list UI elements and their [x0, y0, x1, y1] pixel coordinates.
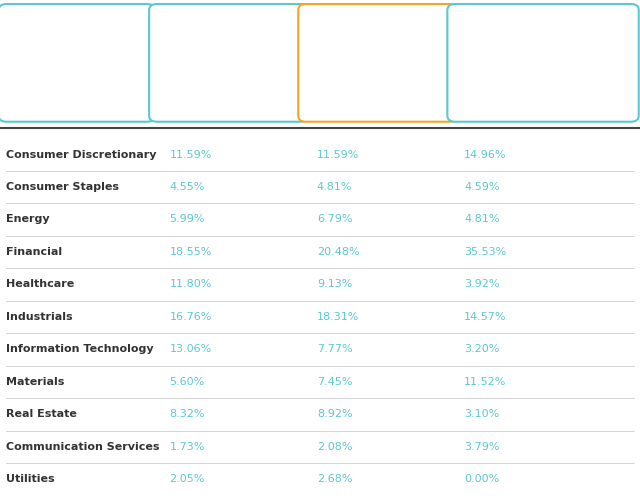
Text: XSVM: XSVM	[463, 90, 496, 103]
Text: 5.99%: 5.99%	[170, 214, 205, 224]
Text: 14.57%: 14.57%	[464, 312, 506, 322]
Text: 4.81%: 4.81%	[317, 182, 352, 192]
Text: SLY: SLY	[164, 90, 184, 103]
Text: Information Technology: Information Technology	[6, 345, 154, 354]
Text: ✓: ✓	[283, 19, 293, 32]
Text: 35.53%: 35.53%	[464, 247, 506, 257]
Text: 3.10%: 3.10%	[464, 409, 499, 420]
Text: Healthcare: Healthcare	[6, 280, 75, 289]
Text: 11.59%: 11.59%	[170, 149, 212, 159]
Text: Communication Services: Communication Services	[6, 442, 160, 452]
Text: 2.08%: 2.08%	[317, 442, 352, 452]
Text: 2.05%: 2.05%	[170, 474, 205, 484]
Text: 20.48%: 20.48%	[317, 247, 360, 257]
Text: 8.92%: 8.92%	[317, 409, 353, 420]
Text: 6.79%: 6.79%	[317, 214, 352, 224]
Text: 1.73%: 1.73%	[170, 442, 205, 452]
Text: Financial: Financial	[6, 247, 63, 257]
Text: 7.77%: 7.77%	[317, 345, 353, 354]
Text: +: +	[67, 38, 86, 58]
Text: 11.52%: 11.52%	[464, 377, 506, 387]
Text: 11.59%: 11.59%	[317, 149, 359, 159]
Text: Energy: Energy	[6, 214, 50, 224]
Text: 8.32%: 8.32%	[170, 409, 205, 420]
Text: 5.60%: 5.60%	[170, 377, 205, 387]
Text: Consumer Discretionary: Consumer Discretionary	[6, 149, 157, 159]
Text: IJS: IJS	[314, 90, 328, 103]
Text: SPDR® S&P 600 Small
Cap ETF: SPDR® S&P 600 Small Cap ETF	[164, 19, 282, 42]
Text: 3.92%: 3.92%	[464, 280, 499, 289]
Text: Consumer Staples: Consumer Staples	[6, 182, 120, 192]
Text: 4.81%: 4.81%	[464, 214, 499, 224]
Text: 2.68%: 2.68%	[317, 474, 352, 484]
Text: 7.45%: 7.45%	[317, 377, 352, 387]
Text: 3.79%: 3.79%	[464, 442, 499, 452]
Text: Utilities: Utilities	[6, 474, 55, 484]
Text: 3.20%: 3.20%	[464, 345, 499, 354]
Text: Invesco S&P SmallCap
Value with Momt ETF: Invesco S&P SmallCap Value with Momt ETF	[463, 19, 579, 42]
Text: 4.59%: 4.59%	[464, 182, 499, 192]
Text: 14.96%: 14.96%	[464, 149, 506, 159]
Text: Real Estate: Real Estate	[6, 409, 77, 420]
Text: Materials: Materials	[6, 377, 65, 387]
Text: 11.80%: 11.80%	[170, 280, 212, 289]
Text: Industrials: Industrials	[6, 312, 73, 322]
Text: 0.00%: 0.00%	[464, 474, 499, 484]
Text: 16.76%: 16.76%	[170, 312, 212, 322]
Text: Add holding: Add holding	[45, 78, 108, 88]
Text: 4.55%: 4.55%	[170, 182, 205, 192]
Text: 9.13%: 9.13%	[317, 280, 352, 289]
Text: 13.06%: 13.06%	[170, 345, 212, 354]
Text: 18.55%: 18.55%	[170, 247, 212, 257]
Text: 18.31%: 18.31%	[317, 312, 359, 322]
Text: iShares S&P Small-Cap
600 Value ETF: iShares S&P Small-Cap 600 Value ETF	[314, 19, 433, 42]
Text: ×: ×	[432, 19, 442, 32]
Text: ×: ×	[613, 19, 623, 32]
